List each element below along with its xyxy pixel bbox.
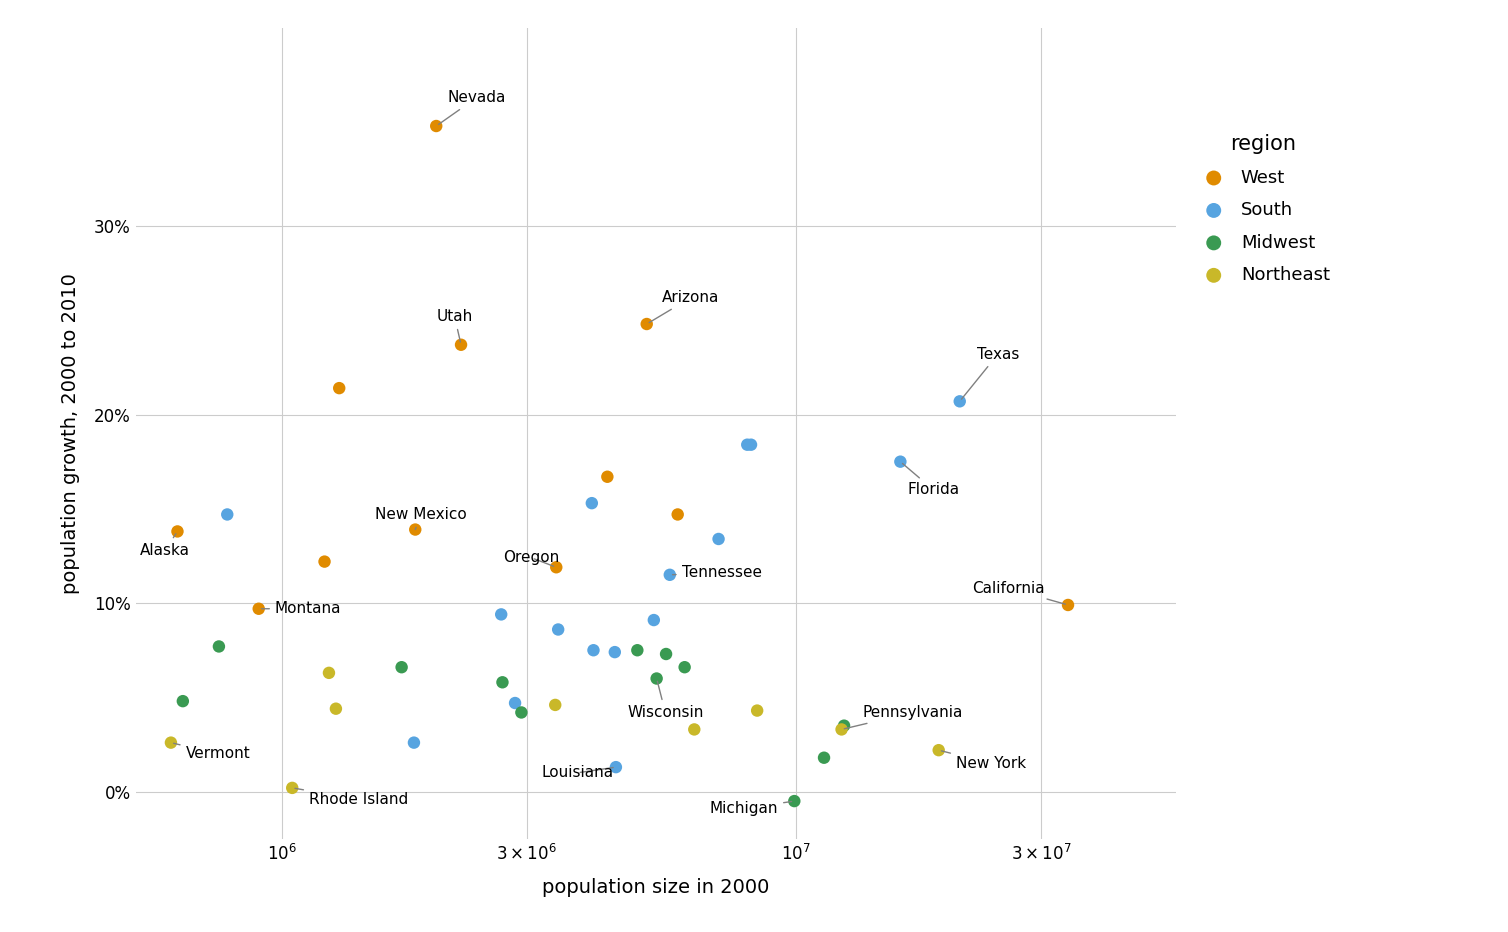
Midwest (654, 647, 679, 662)
South (657, 568, 682, 582)
Legend: West, South, Midwest, Northeast: West, South, Midwest, Northeast (1196, 134, 1330, 284)
Text: Vermont: Vermont (173, 744, 250, 761)
South (603, 645, 627, 660)
Text: Florida: Florida (902, 463, 959, 498)
Text: Michigan: Michigan (710, 802, 792, 816)
West (424, 118, 448, 133)
South (546, 622, 570, 637)
West (112, 509, 136, 524)
Y-axis label: population growth, 2000 to 2010: population growth, 2000 to 2010 (62, 273, 80, 594)
South (603, 760, 627, 774)
South (504, 695, 528, 710)
Northeast (926, 743, 950, 758)
Midwest (673, 660, 697, 675)
Text: Wisconsin: Wisconsin (627, 681, 704, 720)
West (665, 507, 689, 522)
South (888, 454, 912, 469)
West (327, 380, 351, 395)
West (596, 470, 620, 485)
South (401, 735, 425, 750)
Northeast (324, 701, 348, 716)
South (739, 437, 763, 452)
Northeast (280, 780, 305, 795)
South (489, 607, 513, 622)
Text: Alaska: Alaska (140, 534, 190, 557)
Northeast (682, 722, 706, 737)
Northeast (829, 722, 854, 737)
West (166, 524, 190, 539)
South (579, 496, 603, 511)
Midwest (626, 643, 650, 658)
Midwest (644, 671, 668, 686)
Text: Louisiana: Louisiana (541, 765, 614, 780)
Midwest (389, 660, 413, 675)
X-axis label: population size in 2000: population size in 2000 (543, 878, 769, 897)
South (736, 437, 760, 452)
Text: Nevada: Nevada (439, 90, 505, 124)
Text: Texas: Texas (962, 347, 1019, 399)
West (312, 555, 336, 569)
South (216, 507, 240, 522)
Midwest (832, 719, 857, 733)
Text: California: California (971, 581, 1065, 604)
Northeast (317, 665, 341, 680)
Northeast (158, 735, 182, 750)
Text: Arizona: Arizona (648, 290, 719, 322)
Text: New Mexico: New Mexico (375, 507, 467, 529)
Text: Tennessee: Tennessee (673, 566, 762, 581)
Midwest (811, 750, 835, 765)
South (947, 394, 971, 409)
West (635, 317, 659, 332)
Text: Pennsylvania: Pennsylvania (844, 705, 964, 729)
West (449, 337, 474, 352)
Northeast (745, 703, 769, 718)
West (544, 560, 569, 575)
South (582, 643, 606, 658)
South (707, 531, 731, 546)
South (642, 612, 667, 627)
West (1056, 597, 1080, 612)
Text: New York: New York (941, 751, 1025, 771)
West (403, 522, 427, 537)
Northeast (543, 697, 567, 712)
Midwest (490, 675, 514, 690)
Midwest (207, 639, 231, 654)
Text: Utah: Utah (436, 309, 472, 342)
Text: Oregon: Oregon (504, 550, 559, 567)
Text: Montana: Montana (261, 601, 341, 616)
Text: Rhode Island: Rhode Island (296, 788, 409, 807)
West (247, 601, 271, 616)
Midwest (510, 705, 534, 720)
Midwest (783, 794, 807, 809)
Midwest (170, 693, 195, 708)
